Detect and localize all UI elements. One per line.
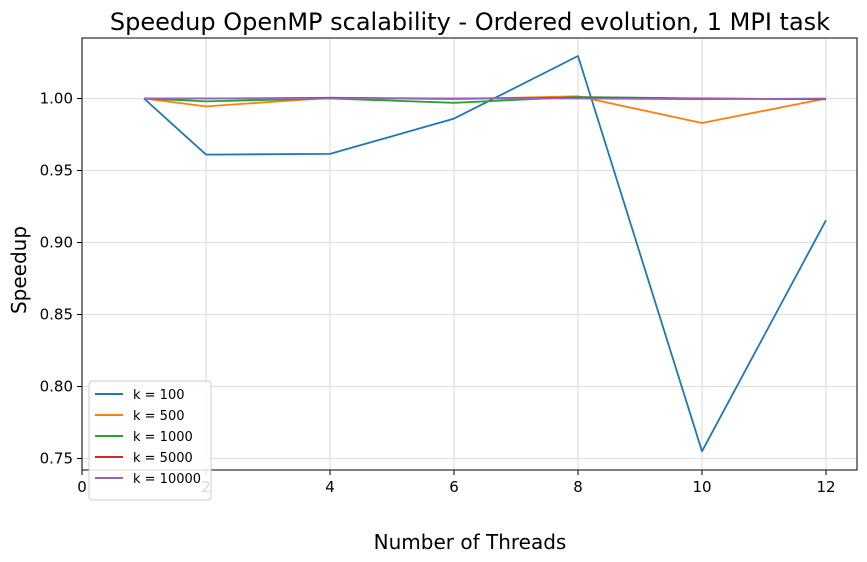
- y-axis: 0.75 0.80 0.85 0.90 0.95 1.00: [40, 89, 82, 467]
- x-axis-label: Number of Threads: [374, 530, 567, 554]
- legend-label: k = 1000: [133, 430, 193, 445]
- series-line-k-10000: [144, 97, 827, 101]
- x-tick-label: 10: [692, 478, 711, 496]
- legend-label: k = 5000: [133, 451, 193, 466]
- legend: k = 100 k = 500 k = 1000 k = 5000 k = 10000: [88, 380, 212, 501]
- chart-title: Speedup OpenMP scalability - Ordered evo…: [110, 8, 830, 36]
- series-line-k-100: [143, 55, 827, 453]
- legend-label: k = 100: [133, 388, 185, 403]
- y-tick-label: 0.95: [40, 161, 73, 179]
- series-lines: [143, 55, 827, 453]
- legend-label: k = 10000: [133, 472, 201, 487]
- legend-box: [88, 380, 212, 501]
- x-tick-label: 6: [449, 478, 459, 496]
- y-tick-label: 0.85: [40, 305, 73, 323]
- x-tick-label: 0: [77, 478, 87, 496]
- x-tick-label: 12: [816, 478, 835, 496]
- plot-area: [81, 37, 858, 471]
- y-tick-label: 0.75: [40, 449, 73, 467]
- legend-label: k = 500: [133, 409, 185, 424]
- y-tick-label: 0.80: [40, 377, 73, 395]
- y-tick-label: 0.90: [40, 233, 73, 251]
- y-tick-label: 1.00: [40, 89, 73, 107]
- x-tick-label: 8: [573, 478, 583, 496]
- x-tick-label: 4: [325, 478, 335, 496]
- y-axis-label: Speedup: [7, 226, 31, 314]
